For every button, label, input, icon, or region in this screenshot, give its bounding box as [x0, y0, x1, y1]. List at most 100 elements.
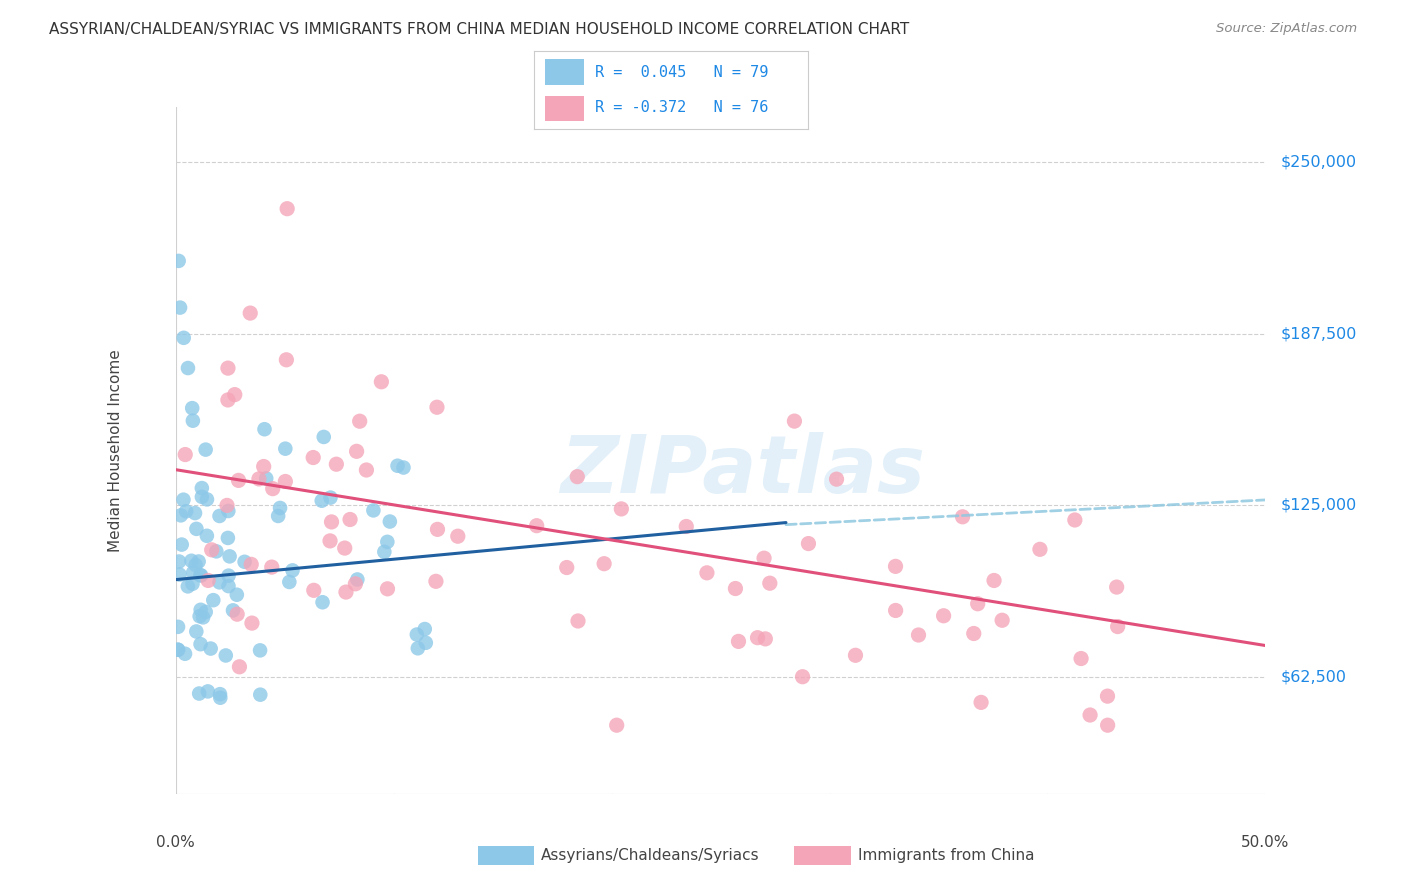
Point	[344, 576, 367, 591]
Point	[447, 529, 470, 543]
Text: $125,000: $125,000	[1281, 498, 1357, 513]
Point	[1029, 542, 1052, 557]
Point	[228, 660, 250, 674]
Point	[186, 522, 208, 536]
Bar	[546, 60, 583, 86]
Point	[696, 566, 718, 580]
Point	[426, 401, 449, 415]
Point	[378, 515, 401, 529]
Point	[205, 544, 228, 558]
Point	[254, 471, 277, 485]
Point	[191, 481, 214, 495]
Point	[278, 574, 301, 589]
Point	[240, 558, 263, 572]
Point	[1063, 513, 1085, 527]
Point	[195, 529, 218, 543]
Point	[356, 463, 378, 477]
Point	[825, 472, 848, 486]
Point	[797, 536, 820, 550]
Point	[253, 422, 276, 436]
Point	[567, 614, 589, 628]
Point	[844, 648, 866, 663]
Point	[884, 559, 907, 574]
Point	[415, 636, 437, 650]
Point	[1107, 619, 1129, 633]
Point	[195, 492, 218, 507]
Point	[253, 459, 276, 474]
Point	[240, 616, 263, 631]
Text: Source: ZipAtlas.com: Source: ZipAtlas.com	[1216, 22, 1357, 36]
Point	[174, 647, 197, 661]
Point	[194, 605, 217, 619]
Point	[190, 637, 212, 651]
Point	[190, 568, 212, 582]
Point	[172, 492, 194, 507]
Point	[319, 491, 342, 505]
Point	[311, 595, 333, 609]
Point	[225, 588, 247, 602]
Point	[281, 563, 304, 577]
Point	[181, 414, 204, 428]
Point	[346, 444, 368, 458]
Point	[567, 469, 589, 483]
Point	[425, 574, 447, 589]
Point	[884, 603, 907, 617]
Point	[215, 499, 238, 513]
Point	[606, 718, 628, 732]
Point	[177, 579, 200, 593]
Point	[276, 202, 298, 216]
Point	[167, 620, 190, 634]
Point	[167, 642, 190, 657]
Point	[373, 545, 395, 559]
Point	[191, 610, 214, 624]
Point	[249, 643, 271, 657]
Point	[932, 608, 955, 623]
Point	[167, 642, 190, 657]
Point	[752, 551, 775, 566]
Point	[952, 509, 974, 524]
Point	[247, 472, 270, 486]
Point	[224, 387, 246, 401]
Point	[783, 414, 806, 428]
Point	[181, 566, 204, 580]
Text: R =  0.045   N = 79: R = 0.045 N = 79	[595, 65, 768, 80]
Point	[184, 506, 207, 520]
Point	[325, 457, 347, 471]
Point	[188, 609, 211, 624]
Point	[426, 522, 449, 536]
Point	[747, 631, 769, 645]
Point	[311, 493, 333, 508]
Point	[180, 554, 202, 568]
Point	[184, 558, 207, 572]
Point	[302, 450, 325, 465]
Point	[208, 508, 231, 523]
Point	[675, 519, 697, 533]
Point	[321, 515, 343, 529]
Text: Assyrians/Chaldeans/Syriacs: Assyrians/Chaldeans/Syriacs	[541, 848, 759, 863]
Point	[1097, 689, 1119, 703]
Point	[208, 575, 231, 590]
Point	[170, 508, 193, 523]
Point	[217, 392, 239, 407]
Text: ASSYRIAN/CHALDEAN/SYRIAC VS IMMIGRANTS FROM CHINA MEDIAN HOUSEHOLD INCOME CORREL: ASSYRIAN/CHALDEAN/SYRIAC VS IMMIGRANTS F…	[49, 22, 910, 37]
Text: $187,500: $187,500	[1281, 326, 1357, 342]
Point	[202, 593, 225, 607]
Point	[274, 475, 297, 489]
Point	[970, 695, 993, 709]
Point	[174, 504, 197, 518]
Point	[218, 579, 240, 593]
Text: Median Household Income: Median Household Income	[108, 349, 124, 552]
Point	[218, 568, 240, 582]
Text: 0.0%: 0.0%	[156, 835, 195, 850]
Point	[413, 622, 436, 636]
Point	[188, 687, 211, 701]
Point	[215, 648, 238, 663]
Point	[302, 583, 325, 598]
Point	[610, 502, 633, 516]
Point	[169, 567, 191, 582]
Point	[555, 560, 578, 574]
Point	[217, 531, 239, 545]
Point	[375, 534, 398, 549]
Point	[239, 306, 262, 320]
Point	[907, 628, 929, 642]
